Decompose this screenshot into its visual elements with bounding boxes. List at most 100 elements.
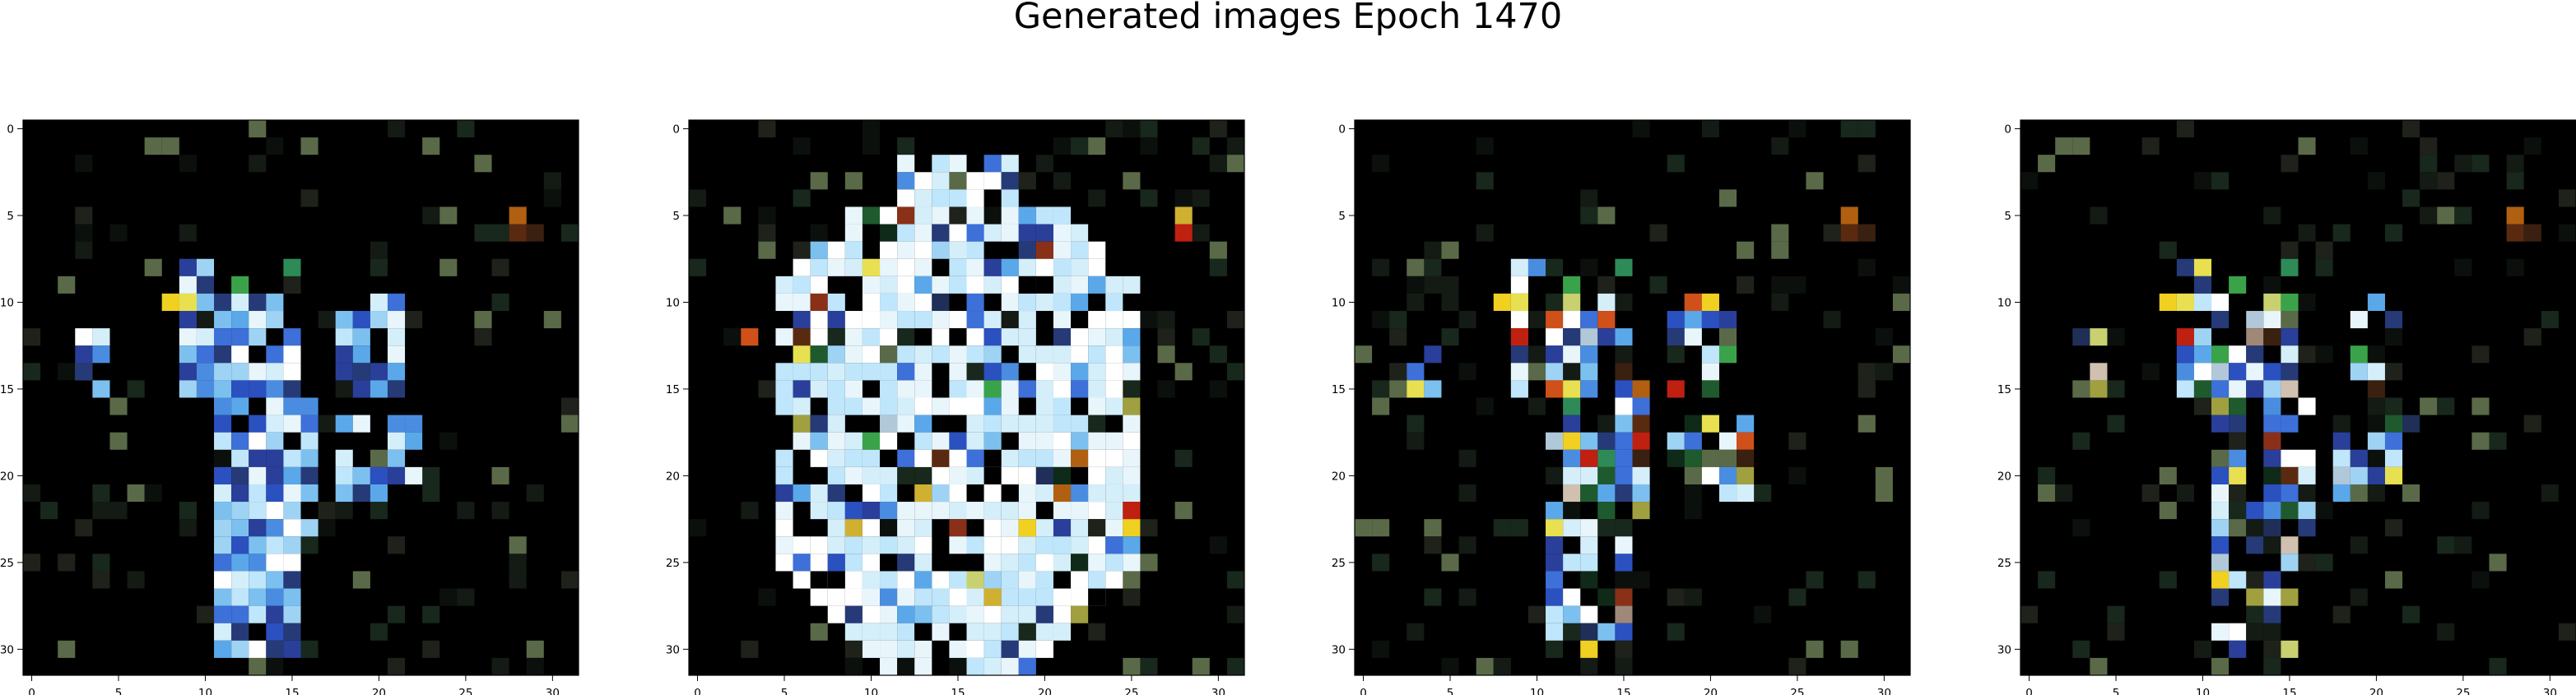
pixel — [897, 536, 915, 554]
pixel — [1035, 571, 1053, 589]
pixel — [2454, 258, 2472, 276]
y-tick-label: 10 — [1997, 296, 2011, 309]
pixel — [723, 328, 742, 346]
pixel — [949, 311, 967, 329]
pixel — [862, 137, 881, 155]
pixel — [1053, 605, 1072, 623]
pixel — [2350, 449, 2368, 467]
pixel — [932, 189, 950, 207]
pixel — [2298, 293, 2316, 312]
pixel — [2315, 502, 2333, 520]
pixel — [1209, 258, 1227, 276]
pixel — [844, 466, 863, 484]
pixel — [2281, 241, 2299, 259]
pixel — [758, 588, 776, 606]
pixel — [439, 432, 458, 450]
pixel — [932, 588, 950, 606]
pixel — [862, 258, 881, 276]
pixel — [2367, 466, 2385, 484]
pixel — [543, 172, 561, 190]
pixel — [914, 363, 932, 381]
x-tick-label: 20 — [1704, 687, 1718, 695]
pixel — [1718, 328, 1737, 346]
y-tick-label: 0 — [7, 123, 14, 137]
pixel — [1580, 206, 1598, 225]
pixel — [914, 293, 932, 312]
pixel — [1035, 293, 1053, 312]
pixel — [387, 380, 406, 398]
pixel — [2229, 623, 2247, 641]
x-tick-label: 30 — [1877, 687, 1891, 695]
pixel — [983, 258, 1002, 276]
pixel — [1476, 224, 1494, 242]
pixel — [827, 397, 845, 415]
pixel — [810, 276, 828, 294]
x-tick-label: 20 — [372, 687, 386, 695]
x-tick-label: 20 — [2369, 687, 2383, 695]
pixel — [2402, 189, 2420, 207]
pixel — [1788, 466, 1806, 484]
pixel — [897, 623, 915, 641]
pixel — [283, 588, 301, 606]
pixel — [266, 519, 284, 537]
pixel — [966, 293, 984, 312]
pixel — [2159, 571, 2177, 589]
pixel — [1597, 206, 1616, 225]
pixel — [1840, 224, 1858, 242]
pixel — [1035, 432, 1053, 450]
pixel — [1615, 466, 1633, 484]
pixel — [1071, 519, 1089, 537]
pixel — [914, 571, 932, 589]
pixel — [880, 536, 898, 554]
pixel — [109, 432, 128, 450]
pixel — [214, 640, 232, 658]
pixel — [810, 623, 828, 641]
pixel — [1701, 363, 1719, 381]
pixel — [2141, 484, 2160, 503]
pixel — [1174, 449, 1193, 467]
pixel — [793, 293, 811, 312]
pixel — [2281, 502, 2299, 520]
pixel — [2384, 363, 2403, 381]
pixel — [880, 502, 898, 520]
pixel — [1718, 484, 1737, 503]
pixel — [1123, 536, 1141, 554]
pixel — [1035, 276, 1053, 294]
pixel — [844, 328, 863, 346]
pixel — [1053, 449, 1072, 467]
pixel — [1035, 623, 1053, 641]
pixel — [2211, 415, 2230, 433]
pixel — [23, 554, 41, 572]
pixel — [2211, 380, 2230, 398]
pixel — [266, 311, 284, 329]
pixel — [793, 380, 811, 398]
pixel — [1157, 311, 1175, 329]
pixel — [249, 536, 267, 554]
pixel — [2420, 155, 2438, 173]
pixel — [1701, 466, 1719, 484]
pixel — [914, 466, 932, 484]
pixel — [758, 224, 776, 242]
pixel — [1071, 415, 1089, 433]
pixel — [249, 293, 267, 312]
pixel — [249, 640, 267, 658]
pixel — [249, 605, 267, 623]
pixel — [2541, 311, 2559, 329]
pixel — [1580, 258, 1598, 276]
pixel — [966, 276, 984, 294]
pixel — [1407, 276, 1425, 294]
pixel — [1174, 206, 1193, 225]
y-tick-label: 15 — [1332, 383, 1346, 396]
pixel — [474, 328, 492, 346]
pixel — [2420, 397, 2438, 415]
pixel — [214, 397, 232, 415]
pixel — [2367, 484, 2385, 503]
pixel — [1071, 345, 1089, 364]
pixel — [1737, 415, 1755, 433]
pixel — [214, 415, 232, 433]
pixel — [1071, 536, 1089, 554]
pixel — [1001, 189, 1019, 207]
pixel — [810, 536, 828, 554]
pixel — [1667, 328, 1685, 346]
pixel — [509, 536, 527, 554]
